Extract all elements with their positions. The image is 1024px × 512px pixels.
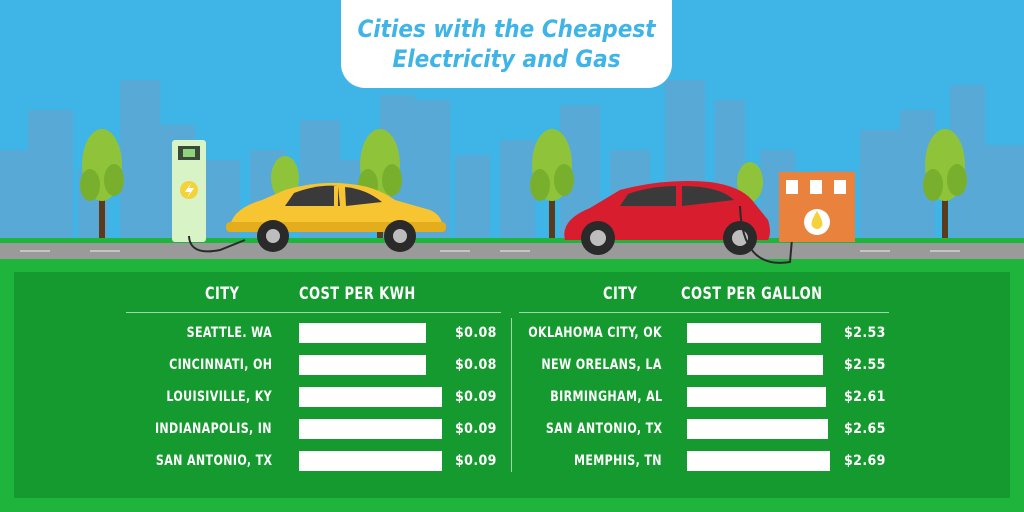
electricity-city-label: INDIANAPOLIS, IN (155, 421, 272, 437)
gas-bar (687, 387, 826, 407)
gas-value-label: $2.61 (844, 389, 886, 405)
table-divider (511, 318, 512, 472)
gas-car (564, 181, 796, 264)
gas-city-label: SAN ANTONIO, TX (545, 421, 662, 437)
electricity-value-label: $0.09 (455, 421, 497, 437)
electricity-city-label: CINCINNATI, OH (168, 357, 272, 373)
grass-strip (0, 238, 1024, 246)
electricity-bar (299, 323, 426, 343)
electricity-bar (299, 387, 442, 407)
tree (923, 129, 967, 240)
gas-city-label: BIRMINGHAM, AL (549, 389, 662, 405)
electricity-value-label: $0.09 (455, 389, 497, 405)
gas-header-rule (519, 312, 889, 313)
electric-car (226, 182, 446, 252)
gas-value-label: $2.55 (844, 357, 886, 373)
gas-bar (687, 451, 830, 471)
data-panel (14, 272, 1010, 498)
gas-bar (687, 323, 821, 343)
electricity-value-label: $0.08 (455, 325, 497, 341)
gas-value-label: $2.65 (844, 421, 886, 437)
electricity-value-label: $0.09 (455, 453, 497, 469)
road-markings (20, 250, 960, 252)
electricity-value-label: $0.08 (455, 357, 497, 373)
gas-city-header: CITY (603, 284, 638, 304)
electricity-bar (299, 451, 442, 471)
tree (80, 129, 124, 240)
electricity-city-header: CITY (205, 284, 240, 304)
tree (530, 129, 574, 240)
electricity-bar (299, 355, 426, 375)
gas-bar (687, 419, 828, 439)
gas-value-label: $2.69 (844, 453, 886, 469)
chart-title-line-1: Cities with the Cheapest (357, 15, 656, 43)
electricity-city-label: SEATTLE. WA (186, 325, 272, 341)
electricity-bar (299, 419, 442, 439)
gas-value-label: $2.53 (844, 325, 886, 341)
electricity-city-label: LOUISIVILLE, KY (166, 389, 272, 405)
electricity-cost-header: COST PER KWH (299, 284, 416, 304)
gas-pump-icon (779, 172, 855, 242)
electricity-header-rule (126, 312, 501, 313)
city-skyline (0, 80, 1024, 245)
gas-city-label: MEMPHIS, TN (574, 453, 662, 469)
title-card: Cities with the Cheapest Electricity and… (341, 0, 672, 88)
chart-title-line-2: Electricity and Gas (392, 45, 621, 73)
gas-city-label: NEW ORELANS, LA (541, 357, 662, 373)
gas-city-label: OKLAHOMA CITY, OK (528, 325, 662, 341)
ev-charger-icon (172, 140, 246, 253)
electricity-city-label: SAN ANTONIO, TX (155, 453, 272, 469)
gas-bar (687, 355, 823, 375)
gas-cost-header: COST PER GALLON (681, 284, 823, 304)
